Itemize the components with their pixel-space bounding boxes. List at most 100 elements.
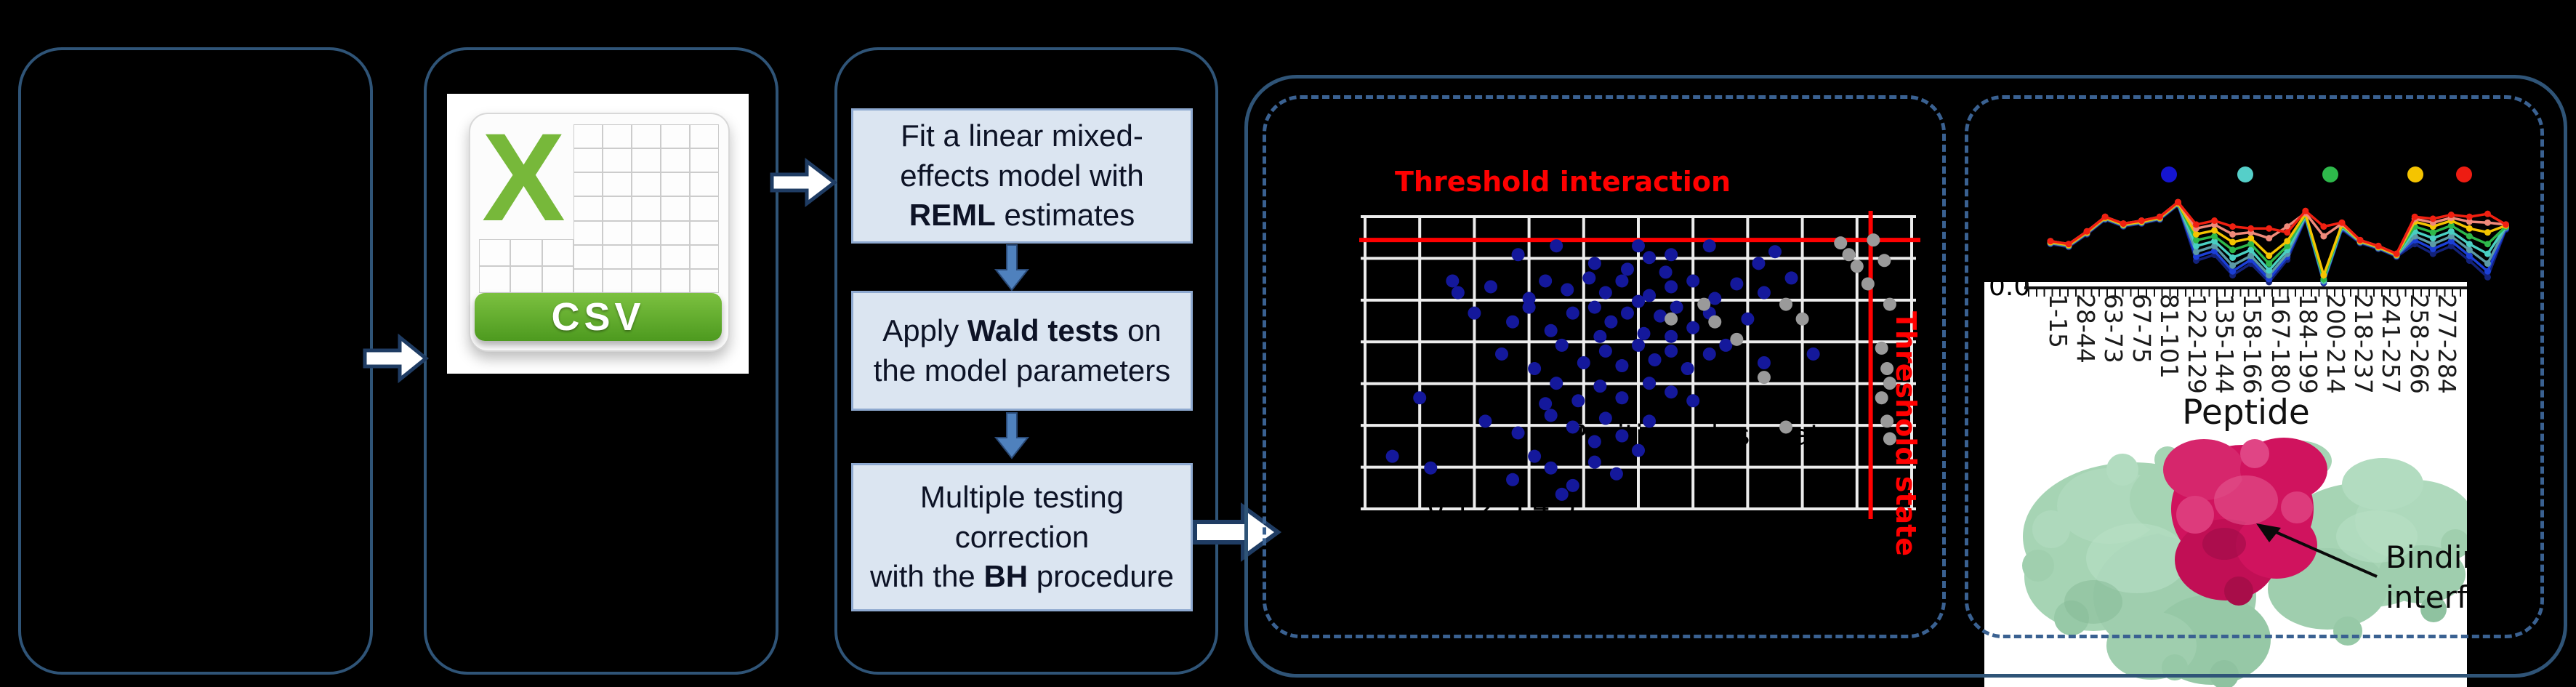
series-point <box>2447 242 2455 249</box>
series-point <box>2447 238 2455 245</box>
scatter-point-blue <box>1495 347 1508 361</box>
legend-dot <box>2161 166 2177 182</box>
series-point <box>2484 250 2491 257</box>
step-text-line: Fit a linear mixed- <box>901 118 1143 153</box>
series-point <box>2192 248 2199 255</box>
scatter-point-gray <box>1880 362 1894 376</box>
series-point <box>2447 228 2455 235</box>
volcano-panel <box>1263 95 1946 638</box>
series-point <box>2447 233 2455 240</box>
scatter-point-blue <box>1550 239 1563 253</box>
scatter-point-blue <box>1446 274 1460 288</box>
scatter-point-blue <box>1566 478 1579 492</box>
csv-file-icon: X CSV <box>469 108 730 352</box>
scatter-point-blue <box>1550 377 1563 390</box>
scatter-point-blue <box>1587 257 1601 270</box>
series-point <box>2466 213 2473 220</box>
scatter-point-blue <box>1665 344 1678 358</box>
scatter-point-blue <box>1686 321 1700 334</box>
scatter-point-gray <box>1883 297 1896 311</box>
scatter-point-blue <box>1587 435 1601 449</box>
x-axis-line <box>2024 286 2467 289</box>
scatter-point-blue <box>1577 356 1590 369</box>
series-point <box>2211 233 2218 240</box>
series-point <box>2229 268 2237 275</box>
scatter-point-blue <box>1741 312 1755 326</box>
scatter-point-blue <box>1632 338 1645 352</box>
scatter-point-blue <box>1385 449 1399 463</box>
scatter-point-blue <box>1506 315 1520 329</box>
scatter-point-blue <box>1598 344 1612 358</box>
scatter-point-gray <box>1757 371 1771 385</box>
scatter-point-gray <box>1795 312 1809 326</box>
binding-interface-arrow <box>2256 523 2378 578</box>
uptake-line-chart <box>2047 166 2509 288</box>
scatter-point-blue <box>1719 338 1733 352</box>
scatter-point-blue <box>1571 394 1585 408</box>
series-point <box>2192 253 2199 260</box>
excel-x-icon: X <box>482 108 565 247</box>
scatter-point-blue <box>1598 411 1612 425</box>
scatter-point-gray <box>1708 315 1722 329</box>
series-point <box>2229 246 2237 254</box>
series-point <box>2101 213 2109 220</box>
scatter-point-gray <box>1850 260 1864 273</box>
scatter-point-blue <box>1665 280 1678 294</box>
series-point <box>2356 236 2364 244</box>
scatter-point-blue <box>1506 473 1520 486</box>
scatter-point-blue <box>1654 309 1667 323</box>
series-point <box>2284 242 2291 249</box>
flow-arrow-3 <box>1193 502 1282 562</box>
y-axis-tick-0: 0.0 <box>1989 282 2031 302</box>
scatter-point-blue <box>1544 324 1558 337</box>
scatter-point-blue <box>1615 359 1629 373</box>
scatter-point-blue <box>1511 426 1525 440</box>
ghost-axis-label: 0 1 2 3 4 5 <box>1427 489 1576 521</box>
scatter-point-blue <box>1566 306 1579 320</box>
scatter-point-blue <box>1528 362 1542 376</box>
series-point <box>2284 223 2291 230</box>
scatter-point-gray <box>1875 391 1888 405</box>
scatter-point-blue <box>1665 385 1678 399</box>
scatter-point-blue <box>1478 414 1492 428</box>
series-point <box>2447 222 2455 229</box>
scatter-point-blue <box>1632 294 1645 308</box>
scatter-point-gray <box>1880 414 1894 428</box>
series-point <box>2047 238 2054 245</box>
series-point <box>2484 229 2491 236</box>
series-point <box>2266 252 2273 260</box>
x-axis-title: Peptide <box>2182 393 2310 433</box>
series-point <box>2247 235 2255 242</box>
series-point <box>2211 242 2218 249</box>
step-text-line: Multiple testing <box>919 480 1124 515</box>
series-point <box>2247 241 2255 248</box>
series-point <box>2302 207 2309 214</box>
series-point <box>2466 233 2473 240</box>
scatter-point-blue <box>1708 292 1722 305</box>
series-point <box>2484 210 2491 217</box>
scatter-point-blue <box>1544 461 1558 475</box>
binding-partner-magenta <box>2163 438 2327 606</box>
scatter-point-gray <box>1779 420 1793 434</box>
scatter-point-blue <box>1593 329 1607 343</box>
scatter-point-blue <box>1468 306 1481 320</box>
scatter-point-gray <box>1867 233 1880 247</box>
series-point <box>2156 213 2163 220</box>
scatter-point-blue <box>1593 379 1607 393</box>
scatter-point-gray <box>1875 341 1888 355</box>
series-point <box>2247 252 2255 260</box>
series-point <box>2466 257 2473 264</box>
scatter-point-blue <box>1582 271 1596 285</box>
series-point <box>2211 227 2218 234</box>
peptide-plot-panel: 0.0 1-15 28-44 63-73 67-75 81-101 122-129 135-… <box>1984 282 2467 687</box>
scatter-point-blue <box>1686 394 1700 408</box>
scatter-point-blue <box>1643 414 1657 428</box>
series-point <box>2429 245 2436 252</box>
step-text-line: with the BH procedure <box>870 559 1174 594</box>
scatter-point-blue <box>1561 283 1574 297</box>
scatter-point-blue <box>1604 315 1618 329</box>
ghost-axis-label: Position: close data <box>1570 419 1838 451</box>
series-point <box>2229 230 2237 238</box>
scatter-point-blue <box>1681 362 1694 376</box>
scatter-point-blue <box>1528 449 1542 463</box>
